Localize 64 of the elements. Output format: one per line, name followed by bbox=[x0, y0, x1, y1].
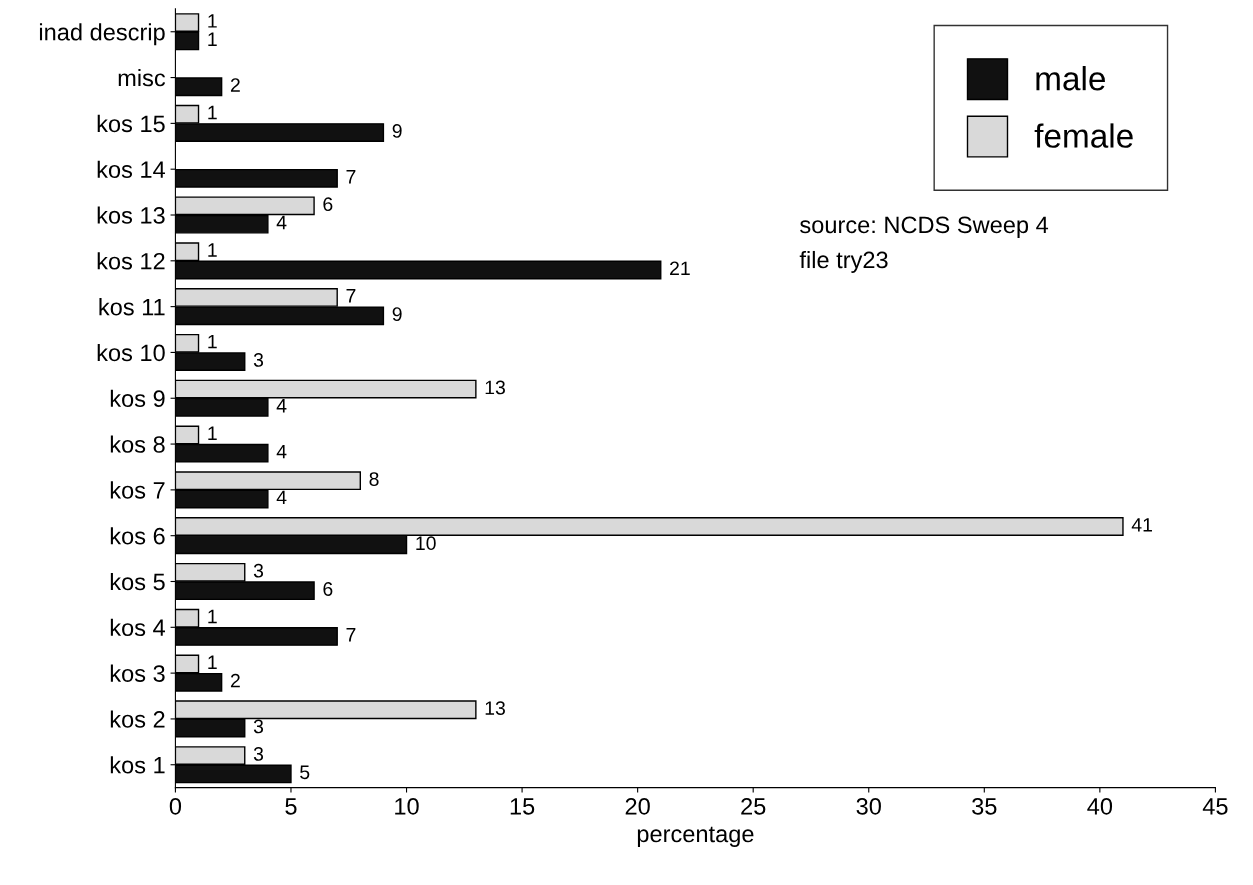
x-tick-label: 25 bbox=[741, 798, 766, 815]
data-label: 7 bbox=[346, 289, 356, 303]
y-tick-label: kos 11 bbox=[99, 298, 165, 316]
x-tick-label: 10 bbox=[395, 798, 419, 815]
annotation: file try23 bbox=[799, 250, 888, 273]
x-tick-label: 30 bbox=[856, 798, 881, 815]
data-label: 4 bbox=[276, 399, 287, 413]
x-tick-label: 40 bbox=[1087, 798, 1113, 815]
data-label: 1 bbox=[208, 243, 217, 257]
data-label: 21 bbox=[670, 261, 690, 276]
data-label: 4 bbox=[276, 215, 287, 230]
data-label: 3 bbox=[253, 563, 264, 578]
data-label: 1 bbox=[208, 426, 217, 440]
data-label: 3 bbox=[253, 747, 264, 761]
y-tick-label: kos 13 bbox=[97, 206, 165, 224]
data-label: 2 bbox=[230, 673, 240, 688]
x-tick-label: 15 bbox=[510, 798, 535, 815]
data-label: 8 bbox=[369, 472, 379, 486]
data-label: 6 bbox=[323, 197, 333, 212]
y-tick-label: kos 3 bbox=[110, 664, 165, 682]
data-label: 13 bbox=[485, 380, 505, 395]
data-label: 1 bbox=[208, 655, 217, 669]
y-tick-label: kos 6 bbox=[110, 527, 165, 545]
y-tick-label: inad descrip bbox=[39, 23, 165, 46]
data-label: 3 bbox=[253, 353, 264, 367]
x-tick-label: 5 bbox=[285, 798, 297, 815]
x-tick-label: 0 bbox=[169, 798, 182, 815]
y-tick-label: kos 12 bbox=[97, 252, 165, 270]
legend-label: male bbox=[1036, 66, 1105, 91]
data-label: 5 bbox=[300, 765, 310, 780]
data-label: 9 bbox=[392, 123, 402, 138]
data-label: 13 bbox=[485, 701, 505, 715]
data-label: 41 bbox=[1131, 518, 1152, 532]
data-label: 1 bbox=[208, 32, 217, 46]
y-tick-label: kos 8 bbox=[110, 435, 165, 453]
data-label: 1 bbox=[208, 334, 217, 349]
x-tick-label: 45 bbox=[1202, 798, 1228, 815]
y-tick-label: kos 5 bbox=[110, 572, 165, 591]
y-tick-label: misc bbox=[118, 69, 166, 87]
data-label: 4 bbox=[276, 490, 287, 505]
data-label: 1 bbox=[208, 105, 217, 120]
data-label: 7 bbox=[346, 170, 356, 184]
data-label: 10 bbox=[416, 536, 436, 551]
x-tick-label: 20 bbox=[625, 798, 650, 815]
y-tick-label: kos 2 bbox=[110, 710, 165, 728]
y-tick-label: kos 10 bbox=[97, 343, 165, 362]
y-tick-label: kos 7 bbox=[110, 481, 165, 499]
data-label: 4 bbox=[276, 444, 287, 459]
y-tick-label: kos 1 bbox=[110, 756, 165, 774]
legend-label: female bbox=[1034, 123, 1133, 148]
x-tick-label: 35 bbox=[972, 798, 997, 815]
data-label: 9 bbox=[392, 307, 402, 322]
x-axis-title: percentage bbox=[637, 826, 754, 847]
y-tick-label: kos 15 bbox=[97, 114, 165, 133]
annotation: source: NCDS Sweep 4 bbox=[800, 216, 1049, 238]
data-label: 7 bbox=[346, 628, 356, 642]
data-label: 1 bbox=[208, 609, 217, 624]
data-label: 6 bbox=[323, 582, 333, 596]
data-label: 2 bbox=[230, 78, 240, 92]
y-tick-label: kos 4 bbox=[110, 618, 166, 637]
data-label: 1 bbox=[208, 14, 217, 28]
y-tick-label: kos 9 bbox=[110, 389, 165, 408]
data-label: 3 bbox=[253, 719, 264, 734]
y-tick-label: kos 14 bbox=[97, 160, 166, 178]
